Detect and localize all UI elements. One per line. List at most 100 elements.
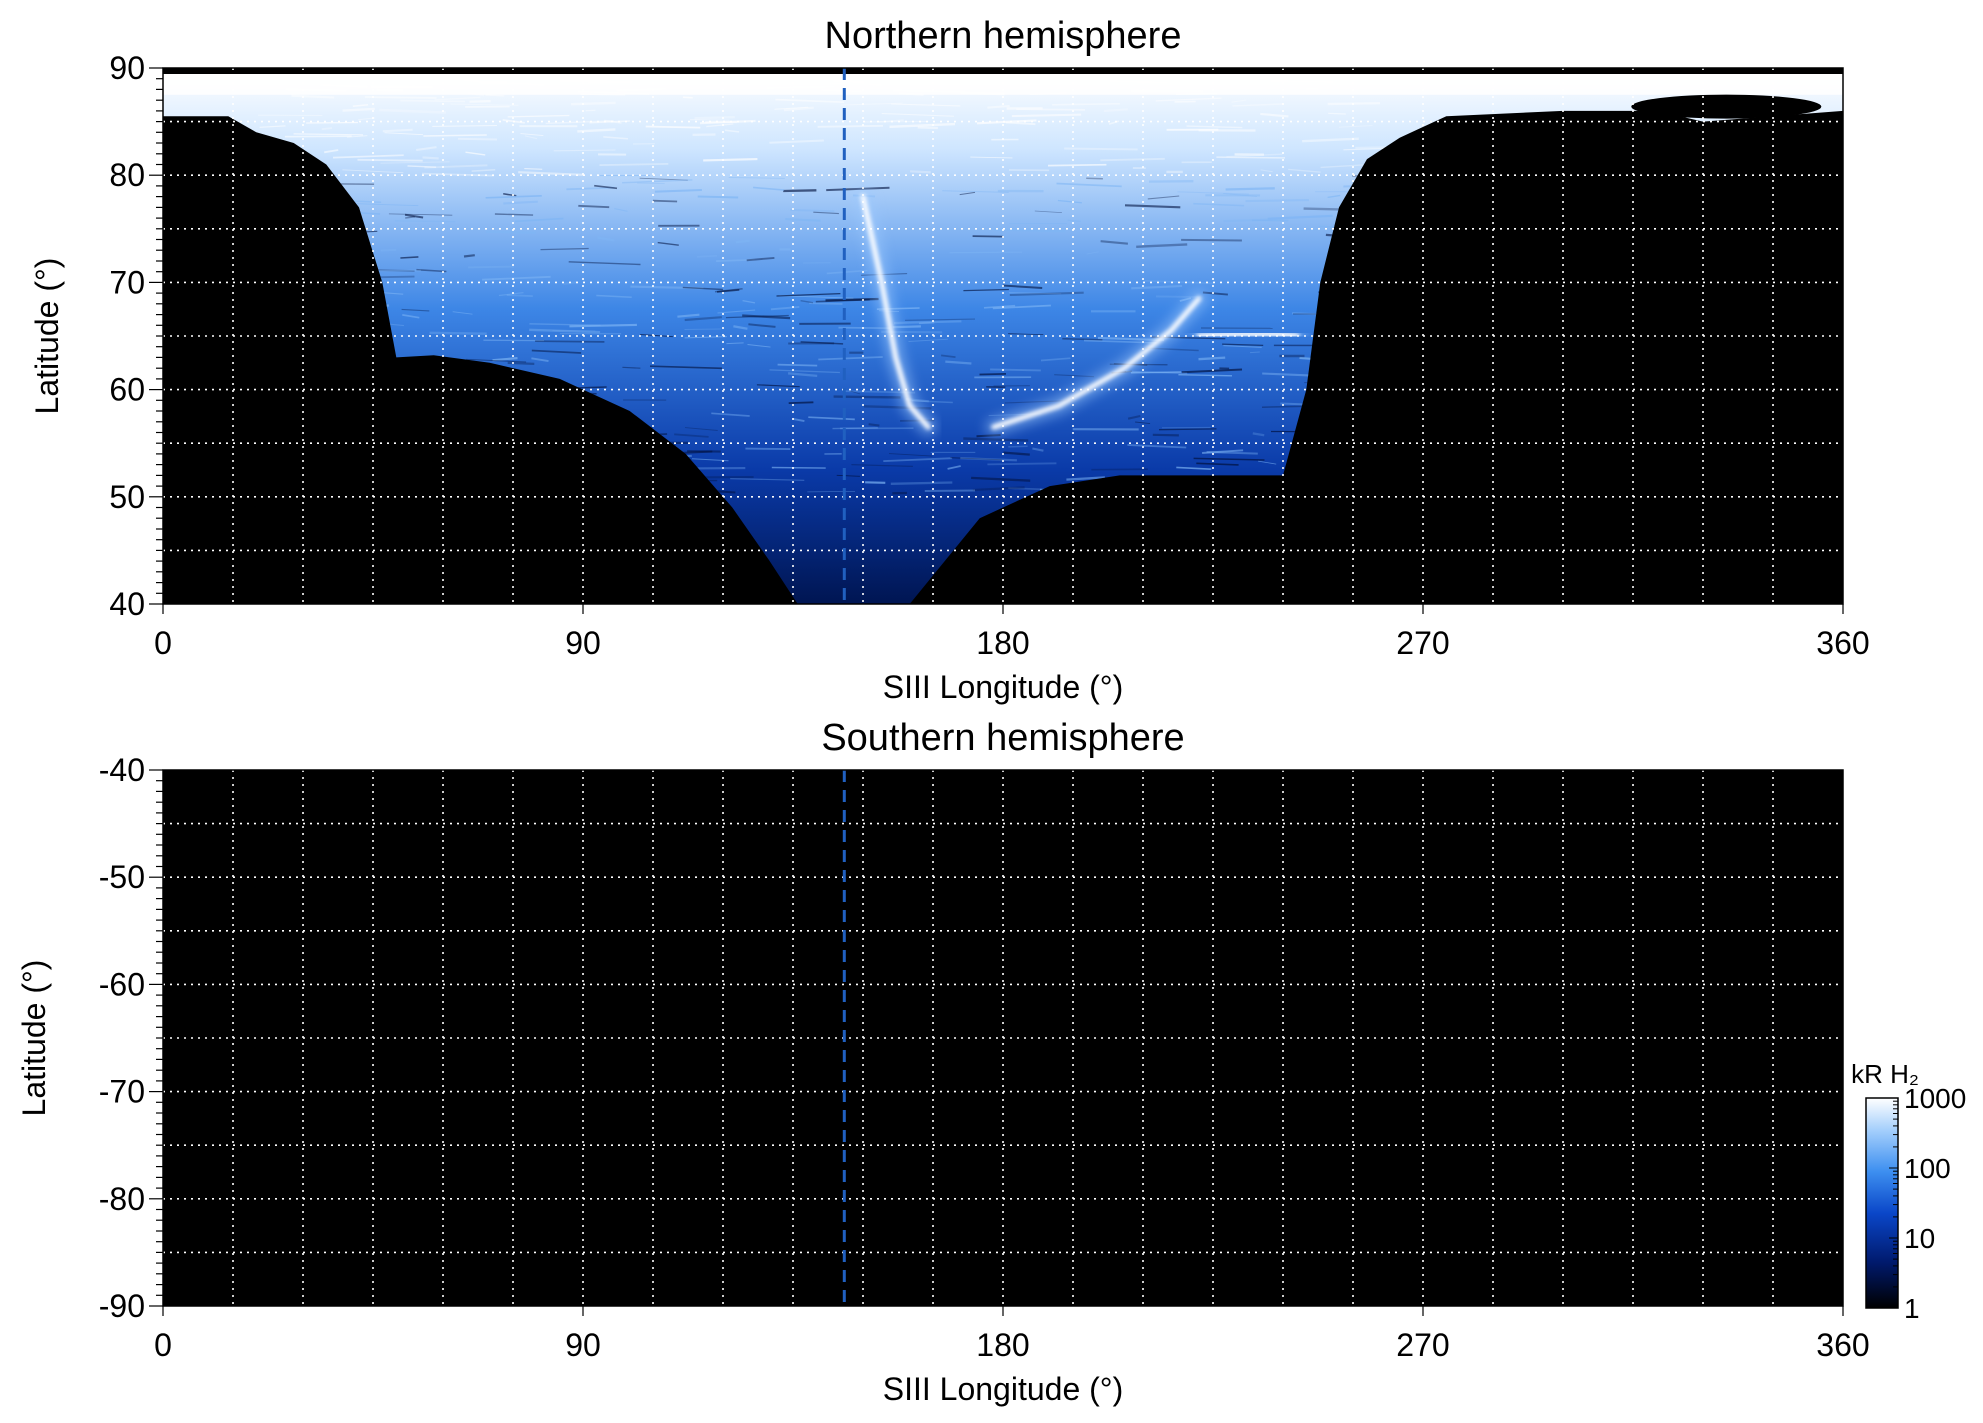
texture-streak [877,119,904,123]
texture-streak [357,158,423,162]
texture-streak [783,189,817,193]
texture-streak [690,119,730,121]
texture-streak [735,239,750,244]
texture-streak [614,208,628,212]
texture-streak [790,209,835,213]
texture-streak [918,321,935,325]
northern-x-tick-label: 270 [1396,625,1449,661]
texture-streak [1328,112,1346,115]
texture-streak [1135,421,1151,425]
texture-streak [1002,284,1043,289]
southern-x-axis-label: SIII Longitude (°) [883,1371,1123,1407]
texture-streak [808,416,855,421]
texture-streak [775,98,845,103]
texture-streak [1052,102,1120,106]
texture-streak [463,254,475,258]
texture-streak [589,120,630,124]
northern-y-axis-label: Latitude (°) [29,258,65,415]
texture-streak [1196,462,1239,466]
texture-streak [776,293,841,297]
texture-streak [684,427,718,431]
texture-streak [1086,251,1099,255]
texture-streak [485,230,536,234]
texture-streak [553,149,616,152]
texture-streak [1299,356,1311,360]
texture-streak [682,96,693,99]
texture-streak [342,169,404,174]
texture-streak [599,163,669,166]
texture-streak [945,360,972,365]
texture-streak [1288,168,1321,173]
southern-y-tick-label: -80 [99,1181,145,1217]
texture-streak [1320,164,1364,169]
texture-streak [838,326,891,330]
texture-streak [817,124,884,128]
texture-streak [388,213,453,216]
texture-streak [1005,121,1036,126]
texture-streak [1054,374,1095,378]
texture-streak [630,285,704,290]
texture-streak [788,401,814,404]
texture-streak [774,106,809,110]
texture-streak [1158,428,1217,431]
texture-streak [1100,240,1128,245]
southern-y-tick-label: -50 [99,859,145,895]
texture-streak [865,481,886,484]
texture-streak [756,384,800,388]
colorbar-tick-label: 1000 [1904,1083,1966,1114]
emission-feature-2 [1196,331,1300,339]
northern-panel-title: Northern hemisphere [825,15,1182,57]
texture-streak [342,107,375,112]
texture-streak [384,132,424,136]
southern-grid [163,770,1843,1306]
texture-streak [452,311,473,315]
texture-streak [404,213,424,219]
texture-streak [1034,210,1062,213]
texture-streak [1009,291,1084,297]
texture-streak [1147,195,1180,200]
texture-streak [503,200,538,205]
texture-streak [1130,371,1182,374]
texture-streak [471,169,496,172]
texture-streak [1216,156,1286,159]
texture-streak [963,288,1009,292]
southern-axes: -40 -50 -60 -70 -80 -900 90 180 270 360 [99,752,1870,1363]
texture-streak [1067,219,1081,223]
texture-streak [524,135,538,140]
texture-streak [407,165,437,168]
texture-streak [514,217,564,223]
texture-streak [594,184,618,190]
texture-streak [1260,112,1289,118]
texture-streak [1086,177,1103,180]
texture-streak [1108,120,1120,125]
texture-streak [1223,193,1258,197]
texture-streak [783,106,814,112]
texture-streak [677,313,700,318]
texture-streak [1124,204,1181,209]
northern-grid [163,68,1843,604]
texture-streak [742,300,756,304]
texture-streak [970,156,1013,159]
texture-streak [346,202,419,207]
texture-streak [703,158,758,162]
texture-streak [745,447,791,451]
texture-streak [1327,194,1341,199]
colorbar-tick-label: 1 [1904,1293,1920,1324]
texture-streak [1091,468,1148,471]
southern-panel: Southern hemisphere -40 -50 -60 -70 -80 -900 9… [16,717,1870,1407]
southern-x-tick-label: 270 [1396,1327,1449,1363]
texture-streak [432,124,498,127]
texture-streak [990,368,1041,372]
northern-panel: Northern hemisphere 40 50 60 70 80 90 0 90 180 27… [29,15,1870,705]
texture-streak [717,309,756,314]
texture-streak [908,338,948,342]
southern-y-tick-label: -40 [99,752,145,788]
texture-streak [1231,99,1246,103]
texture-streak [694,115,735,120]
texture-streak [1198,356,1226,361]
texture-streak [380,161,450,164]
southern-y-axis-label: Latitude (°) [16,960,52,1117]
texture-streak [771,466,826,469]
texture-streak [986,385,1006,389]
texture-streak [503,193,517,197]
